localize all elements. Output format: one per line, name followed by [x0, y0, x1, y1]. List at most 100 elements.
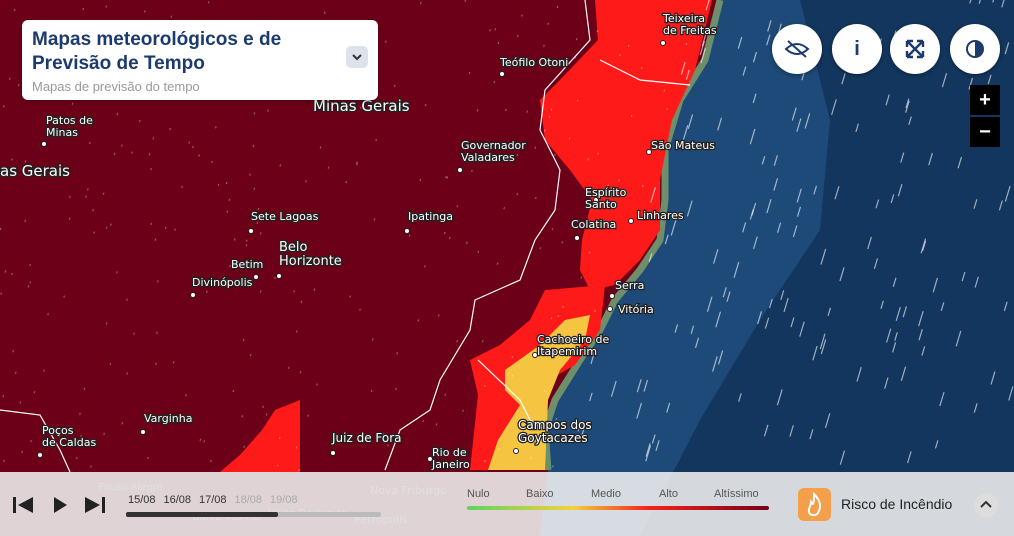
play-button[interactable] — [54, 497, 67, 513]
wind-streak — [789, 425, 794, 437]
wind-streak — [493, 80, 496, 84]
wind-streak — [575, 37, 578, 41]
wind-streak — [395, 387, 397, 391]
city-dot — [574, 235, 580, 241]
wind-streak — [664, 234, 669, 245]
info-button[interactable]: i — [832, 24, 882, 74]
border — [599, 59, 691, 86]
wind-streak — [252, 144, 255, 148]
wind-streak — [293, 290, 296, 293]
wind-streak — [476, 109, 479, 112]
wind-streak — [120, 144, 123, 147]
wind-streak — [974, 276, 979, 288]
wind-streak — [884, 377, 889, 389]
wind-streak — [885, 94, 890, 106]
wind-streak — [651, 434, 656, 444]
timeline-date[interactable]: 19/08 — [270, 494, 298, 506]
wind-streak — [217, 183, 220, 186]
wind-streak — [471, 169, 473, 173]
wind-streak — [998, 200, 1003, 211]
wind-streak — [1004, 42, 1010, 55]
wind-streak — [636, 379, 642, 393]
city-dot — [532, 352, 538, 358]
wind-streak — [543, 44, 545, 47]
city-dot — [404, 228, 410, 234]
timeline-date[interactable]: 16/08 — [163, 494, 192, 506]
timeline-track[interactable] — [126, 510, 386, 520]
wind-streak — [607, 184, 609, 187]
wind-streak — [550, 108, 553, 111]
wind-streak — [812, 345, 818, 361]
wind-streak — [610, 187, 613, 190]
wind-streak — [30, 439, 32, 443]
wind-streak — [546, 425, 549, 428]
wind-streak — [610, 380, 617, 397]
city-label: Campos dos — [518, 418, 592, 432]
title-card: Mapas meteorológicos e de Previsão de Te… — [22, 20, 378, 100]
wind-streak — [990, 371, 996, 385]
wind-streak — [249, 173, 251, 176]
wind-streak — [726, 291, 731, 302]
wind-streak — [245, 244, 248, 247]
wind-streak — [103, 432, 105, 435]
wind-streak — [278, 436, 281, 440]
wind-streak — [483, 384, 486, 388]
legend-level: Alto — [659, 488, 678, 500]
contrast-button[interactable] — [950, 24, 1000, 74]
wind-streak — [446, 176, 449, 179]
wind-streak — [349, 107, 352, 110]
wind-streak — [24, 160, 27, 163]
wind-streak — [894, 332, 898, 341]
wind-streak — [116, 271, 118, 274]
timeline-date[interactable]: 18/08 — [234, 494, 263, 506]
wind-streak — [47, 312, 49, 316]
wind-streak — [226, 210, 229, 213]
city-label: Itapemirim — [537, 345, 597, 358]
subtitle: Mapas de previsão do tempo — [32, 79, 200, 94]
wind-streak — [86, 188, 89, 191]
timeline-date[interactable]: 15/08 — [128, 494, 156, 506]
wind-streak — [1008, 386, 1014, 401]
wind-streak — [373, 218, 376, 221]
wind-streak — [228, 198, 231, 202]
wind-streak — [895, 306, 901, 322]
wind-streak — [791, 107, 797, 121]
next-button[interactable] — [85, 497, 105, 513]
wind-streak — [75, 456, 78, 460]
contrast-icon — [966, 40, 984, 58]
fullscreen-button[interactable] — [890, 24, 940, 74]
area-medium — [488, 315, 590, 470]
previous-button[interactable] — [13, 497, 33, 513]
wind-streak — [686, 200, 693, 217]
wind-streak — [715, 311, 722, 328]
hide-button[interactable] — [772, 24, 822, 74]
wind-streak — [69, 195, 71, 198]
wind-streak — [356, 163, 358, 166]
legend-level: Baixo — [526, 488, 554, 500]
wind-streak — [804, 113, 811, 129]
wind-streak — [941, 72, 948, 88]
wind-streak — [543, 129, 546, 132]
timeline-date[interactable]: 17/08 — [199, 494, 227, 506]
layer-toggle[interactable] — [973, 492, 999, 518]
zoom-out[interactable]: − — [970, 117, 1000, 147]
wind-streak — [181, 185, 183, 189]
wind-streak — [839, 267, 845, 282]
collapse-button[interactable] — [346, 46, 368, 68]
wind-streak — [468, 71, 471, 75]
wind-streak — [717, 350, 724, 365]
wind-streak — [556, 5, 559, 9]
wind-streak — [417, 319, 420, 322]
wind-streak — [663, 89, 666, 92]
wind-streak — [809, 429, 814, 440]
wind-streak — [516, 153, 519, 157]
zoom-in[interactable]: + — [970, 85, 1000, 115]
city-label: Serra — [615, 279, 644, 292]
city-label: Sete Lagoas — [251, 210, 319, 223]
wind-streak — [174, 228, 176, 231]
wind-streak — [3, 459, 5, 462]
wind-streak — [773, 178, 779, 191]
wind-streak — [685, 69, 690, 80]
wind-streak — [436, 215, 439, 218]
wind-streak — [776, 389, 783, 406]
